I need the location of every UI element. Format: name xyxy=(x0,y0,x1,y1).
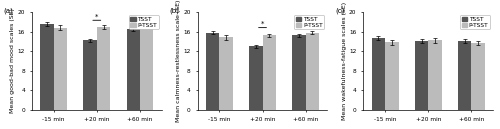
Bar xyxy=(428,40,442,110)
Y-axis label: Mean wakefulness-fatigue scales (SE): Mean wakefulness-fatigue scales (SE) xyxy=(342,2,347,120)
Text: (b): (b) xyxy=(170,7,179,14)
Bar xyxy=(97,27,110,110)
Legend: TSST, P-TSST: TSST, P-TSST xyxy=(128,15,158,29)
Bar xyxy=(40,24,54,110)
Bar xyxy=(385,42,398,110)
Bar xyxy=(126,29,140,110)
Legend: TSST, P-TSST: TSST, P-TSST xyxy=(294,15,324,29)
Y-axis label: Mean calmness-restlessness scale (SE): Mean calmness-restlessness scale (SE) xyxy=(176,0,181,122)
Text: (c): (c) xyxy=(335,7,344,14)
Text: *: * xyxy=(95,13,98,19)
Bar xyxy=(262,35,276,110)
Bar xyxy=(458,41,471,110)
Text: *: * xyxy=(261,21,264,27)
Bar xyxy=(206,33,220,110)
Bar xyxy=(292,35,306,110)
Bar xyxy=(472,43,485,110)
Bar xyxy=(220,37,233,110)
Bar xyxy=(415,41,428,110)
Legend: TSST, P-TSST: TSST, P-TSST xyxy=(460,15,490,29)
Bar xyxy=(372,38,385,110)
Bar xyxy=(84,40,97,110)
Bar xyxy=(140,26,153,110)
Y-axis label: Mean good-bad mood scales (SE): Mean good-bad mood scales (SE) xyxy=(10,9,16,113)
Bar xyxy=(249,46,262,110)
Bar xyxy=(306,33,319,110)
Bar xyxy=(54,28,67,110)
Text: (a): (a) xyxy=(4,7,14,14)
